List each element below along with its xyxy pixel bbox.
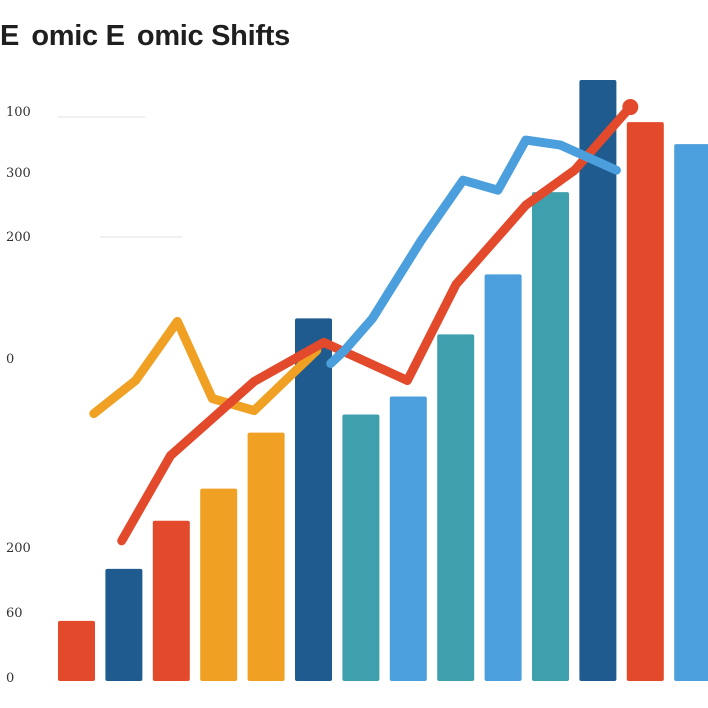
bar <box>674 144 708 681</box>
chart-title: E omic E omic Shifts <box>0 20 290 52</box>
y-tick-label: 0 <box>6 352 14 367</box>
bar <box>200 488 238 681</box>
faint-gridlines <box>58 116 182 238</box>
y-tick-label: 300 <box>6 166 31 181</box>
series-end-point <box>622 99 639 116</box>
bar <box>152 520 190 681</box>
bar <box>484 274 522 681</box>
bar <box>247 432 285 681</box>
y-tick-label: 200 <box>6 541 31 556</box>
bar <box>437 334 475 681</box>
series-line <box>326 135 621 368</box>
bar <box>342 414 380 681</box>
y-tick-label: 60 <box>6 606 23 621</box>
y-tick-label: 0 <box>6 671 14 686</box>
y-tick-label: 200 <box>6 230 31 245</box>
bar <box>295 318 332 681</box>
bar <box>58 620 95 681</box>
bar <box>579 80 617 681</box>
series-line <box>89 316 322 419</box>
bar <box>389 396 427 681</box>
series-line <box>117 102 635 546</box>
y-tick-label: 100 <box>6 105 31 120</box>
bar <box>105 568 143 681</box>
bar <box>532 192 569 682</box>
y-axis-ticks: 100 300 200 0 200 60 0 <box>6 105 31 686</box>
bar-series <box>58 80 708 682</box>
bar <box>626 122 664 681</box>
line-series <box>89 99 639 546</box>
